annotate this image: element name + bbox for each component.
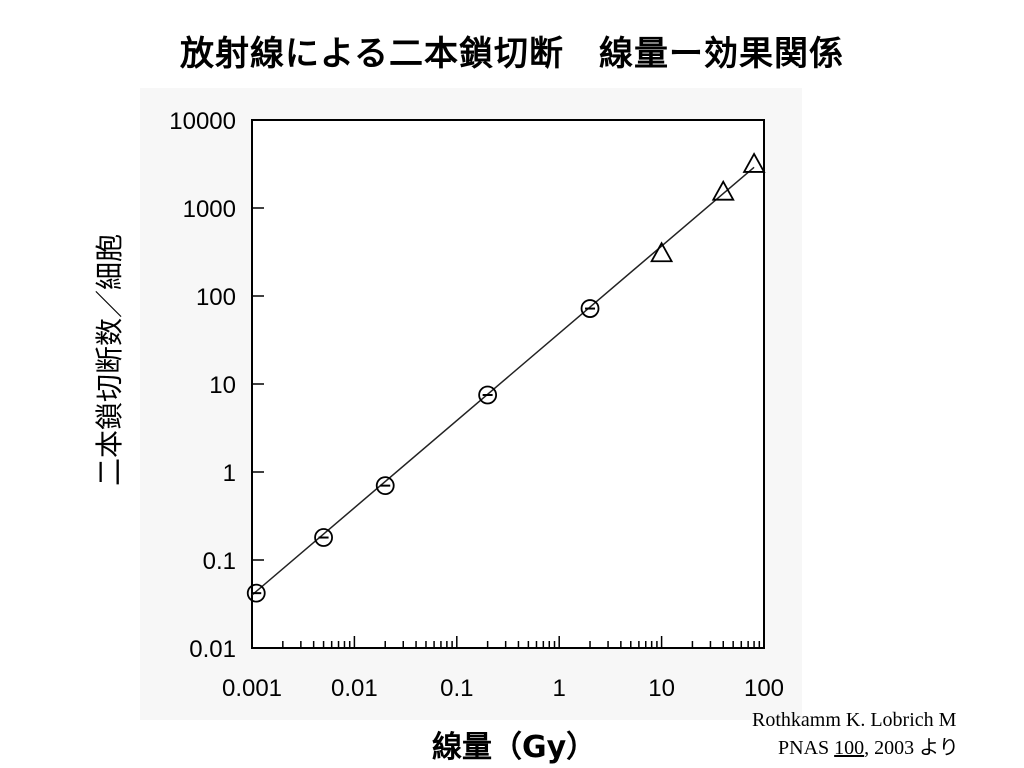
circle-data-point: [246, 583, 266, 603]
citation: Rothkamm K. Lobrich M PNAS 100, 2003 より: [752, 706, 1014, 762]
x-tick-label: 1: [553, 675, 566, 702]
y-tick-label: 100: [196, 284, 236, 311]
y-tick-label: 1: [223, 460, 236, 487]
plot-frame: [251, 119, 765, 649]
x-tick-label: 0.01: [331, 675, 378, 702]
citation-volume: 100: [834, 737, 865, 759]
y-tick-label: 0.01: [189, 636, 236, 663]
y-axis-label: 二本鎖切断数／細胞: [93, 233, 126, 487]
triangle-data-point: [650, 241, 674, 263]
circle-data-point: [580, 299, 600, 318]
x-axis-label: 線量（Gy）: [432, 730, 597, 765]
circle-data-point: [375, 476, 395, 496]
x-tick-label: 100: [744, 675, 784, 702]
y-tick-label: 10: [209, 372, 236, 399]
x-tick-label: 0.001: [222, 675, 282, 702]
y-tick-label: 10000: [169, 108, 236, 135]
y-tick-label: 1000: [183, 196, 236, 223]
circle-data-point: [478, 385, 498, 405]
page-title: 放射線による二本鎖切断 線量ー効果関係: [180, 34, 844, 74]
x-tick-label: 10: [648, 675, 675, 702]
x-tick-label: 0.1: [440, 675, 473, 702]
citation-source: PNAS 100, 2003 より: [752, 734, 1014, 762]
triangle-data-point: [742, 152, 766, 173]
y-tick-label: 0.1: [203, 548, 236, 575]
citation-journal: PNAS: [778, 737, 835, 759]
fit-line: [251, 166, 755, 596]
circle-data-point: [314, 528, 333, 547]
citation-authors: Rothkamm K. Lobrich M: [752, 709, 957, 731]
citation-year: , 2003 より: [864, 737, 959, 759]
triangle-data-point: [711, 179, 735, 201]
